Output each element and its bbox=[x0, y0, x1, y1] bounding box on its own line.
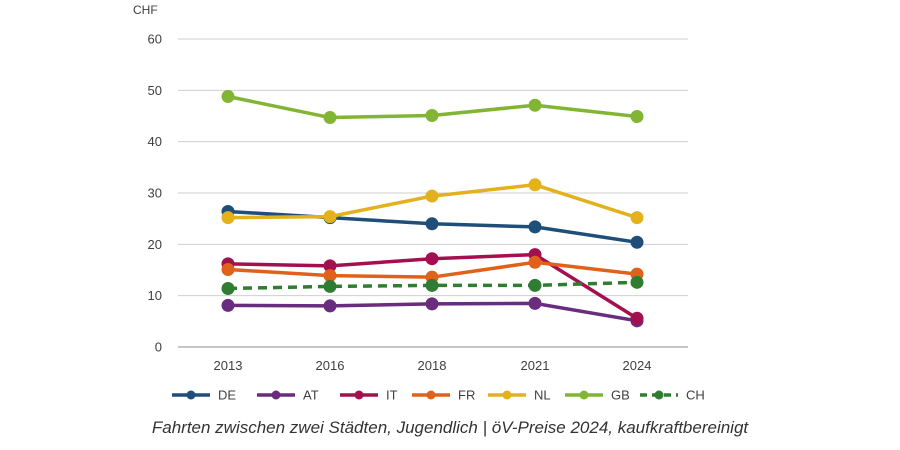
legend-item-fr: FR bbox=[412, 388, 475, 403]
legend-item-at: AT bbox=[257, 388, 319, 403]
legend-label: GB bbox=[611, 388, 630, 403]
y-tick-label: 20 bbox=[148, 237, 162, 252]
y-axis-unit: CHF bbox=[133, 3, 158, 17]
y-tick-labels: 0 10 20 30 40 50 60 bbox=[148, 32, 162, 355]
data-point-it bbox=[630, 311, 644, 325]
x-tick-label: 2021 bbox=[521, 358, 550, 373]
chart-caption: Fahrten zwischen zwei Städten, Jugendlic… bbox=[151, 418, 749, 437]
data-point-nl bbox=[528, 178, 542, 192]
data-point-nl bbox=[630, 211, 644, 225]
line-chart: CHF 0 10 20 30 40 50 60 2013 2016 2018 2021 2024 D… bbox=[133, 3, 705, 403]
legend-marker bbox=[186, 390, 196, 400]
x-tick-label: 2024 bbox=[623, 358, 652, 373]
legend-item-ch: CH bbox=[640, 388, 705, 403]
data-point-at bbox=[528, 296, 542, 310]
legend-label: CH bbox=[686, 388, 705, 403]
legend-marker bbox=[354, 390, 364, 400]
data-point-gb bbox=[425, 108, 439, 122]
legend-item-de: DE bbox=[172, 388, 236, 403]
gridlines bbox=[178, 38, 688, 348]
legend-label: DE bbox=[218, 388, 236, 403]
y-tick-label: 60 bbox=[148, 32, 162, 47]
data-point-de bbox=[528, 220, 542, 234]
y-tick-label: 40 bbox=[148, 134, 162, 149]
legend-label: IT bbox=[386, 388, 398, 403]
data-point-de bbox=[630, 235, 644, 249]
data-point-ch bbox=[630, 275, 644, 289]
data-point-gb bbox=[221, 89, 235, 103]
data-point-ch bbox=[528, 278, 542, 292]
series-gb bbox=[221, 89, 644, 125]
legend-item-it: IT bbox=[340, 388, 398, 403]
x-tick-label: 2013 bbox=[214, 358, 243, 373]
data-point-it bbox=[425, 252, 439, 266]
data-point-ch bbox=[221, 281, 235, 295]
data-point-at bbox=[425, 297, 439, 311]
series-ch bbox=[221, 275, 644, 295]
legend-marker bbox=[502, 390, 512, 400]
x-tick-label: 2018 bbox=[418, 358, 447, 373]
data-point-de bbox=[425, 217, 439, 231]
series-line-ch bbox=[227, 280, 638, 291]
data-point-nl bbox=[221, 211, 235, 225]
data-point-nl bbox=[425, 189, 439, 203]
data-point-gb bbox=[528, 98, 542, 112]
data-point-it bbox=[323, 259, 337, 273]
x-tick-labels: 2013 2016 2018 2021 2024 bbox=[214, 358, 652, 373]
data-point-gb bbox=[630, 110, 644, 124]
legend-marker bbox=[426, 390, 436, 400]
legend-label: FR bbox=[458, 388, 475, 403]
legend-label: AT bbox=[303, 388, 319, 403]
data-point-at bbox=[221, 298, 235, 312]
data-point-fr bbox=[221, 262, 235, 276]
series-de bbox=[221, 204, 644, 249]
data-point-ch bbox=[323, 279, 337, 293]
data-point-fr bbox=[323, 269, 337, 283]
data-point-at bbox=[323, 299, 337, 313]
legend-marker bbox=[271, 390, 281, 400]
data-point-gb bbox=[323, 111, 337, 125]
legend-marker bbox=[579, 390, 589, 400]
data-point-ch bbox=[425, 278, 439, 292]
series-lines bbox=[221, 89, 644, 328]
series-nl bbox=[221, 178, 644, 225]
legend-item-gb: GB bbox=[565, 388, 630, 403]
data-point-nl bbox=[323, 210, 337, 224]
legend-marker bbox=[654, 390, 664, 400]
data-point-fr bbox=[528, 255, 542, 269]
y-tick-label: 0 bbox=[155, 340, 162, 355]
series-at bbox=[221, 296, 644, 328]
legend-label: NL bbox=[534, 388, 551, 403]
y-tick-label: 50 bbox=[148, 83, 162, 98]
legend: DE AT IT FR NL GB CH bbox=[172, 388, 705, 403]
legend-item-nl: NL bbox=[488, 388, 551, 403]
y-tick-label: 10 bbox=[148, 288, 162, 303]
x-tick-label: 2016 bbox=[316, 358, 345, 373]
y-tick-label: 30 bbox=[148, 186, 162, 201]
